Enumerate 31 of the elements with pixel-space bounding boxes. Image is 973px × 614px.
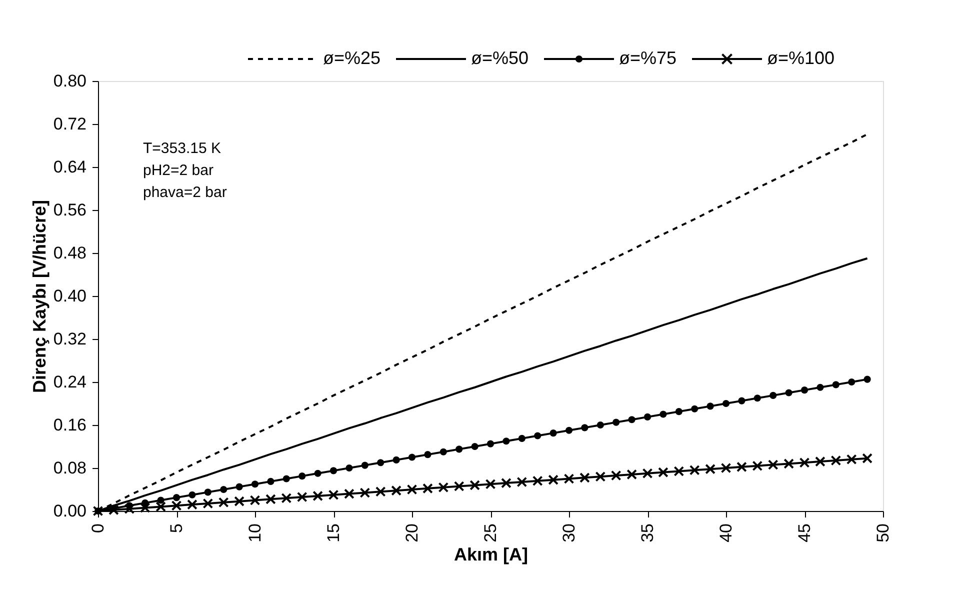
legend-label: ø=%100 bbox=[767, 48, 835, 68]
y-tick-label: 0.80 bbox=[53, 72, 86, 90]
y-tick-label: 0.40 bbox=[53, 286, 86, 306]
x-tick-label: 20 bbox=[402, 524, 422, 542]
x-tick-label: 45 bbox=[795, 524, 814, 542]
x-tick-label: 30 bbox=[560, 524, 578, 542]
x-tick-label: 15 bbox=[324, 524, 343, 542]
y-tick-label: 0.72 bbox=[53, 114, 86, 134]
y-tick-label: 0.64 bbox=[53, 158, 86, 176]
x-tick-label: 40 bbox=[716, 524, 736, 542]
legend-label: ø=%75 bbox=[619, 48, 677, 68]
legend-label: ø=%50 bbox=[471, 48, 529, 68]
x-tick-label: 50 bbox=[874, 524, 892, 542]
annotation: pH2=2 bar bbox=[143, 162, 214, 179]
annotation: phava=2 bar bbox=[143, 184, 227, 201]
x-axis-title: Akım [A] bbox=[454, 544, 528, 564]
legend-label: ø=%25 bbox=[323, 48, 381, 68]
annotation: T=353.15 K bbox=[143, 140, 221, 157]
x-tick-label: 0 bbox=[88, 524, 108, 533]
x-tick-label: 25 bbox=[481, 524, 500, 542]
y-tick-label: 0.32 bbox=[53, 330, 86, 348]
y-tick-label: 0.24 bbox=[53, 372, 86, 392]
y-tick-label: 0.16 bbox=[53, 416, 86, 434]
y-axis-title: Direnç Kaybı [V/hücre] bbox=[29, 200, 50, 394]
x-tick-label: 35 bbox=[638, 524, 657, 542]
x-tick-label: 5 bbox=[167, 524, 186, 533]
y-tick-label: 0.00 bbox=[53, 502, 86, 520]
y-tick-label: 0.56 bbox=[53, 200, 86, 220]
y-tick-label: 0.08 bbox=[53, 458, 86, 478]
y-tick-label: 0.48 bbox=[53, 244, 86, 262]
x-tick-label: 10 bbox=[246, 524, 264, 542]
